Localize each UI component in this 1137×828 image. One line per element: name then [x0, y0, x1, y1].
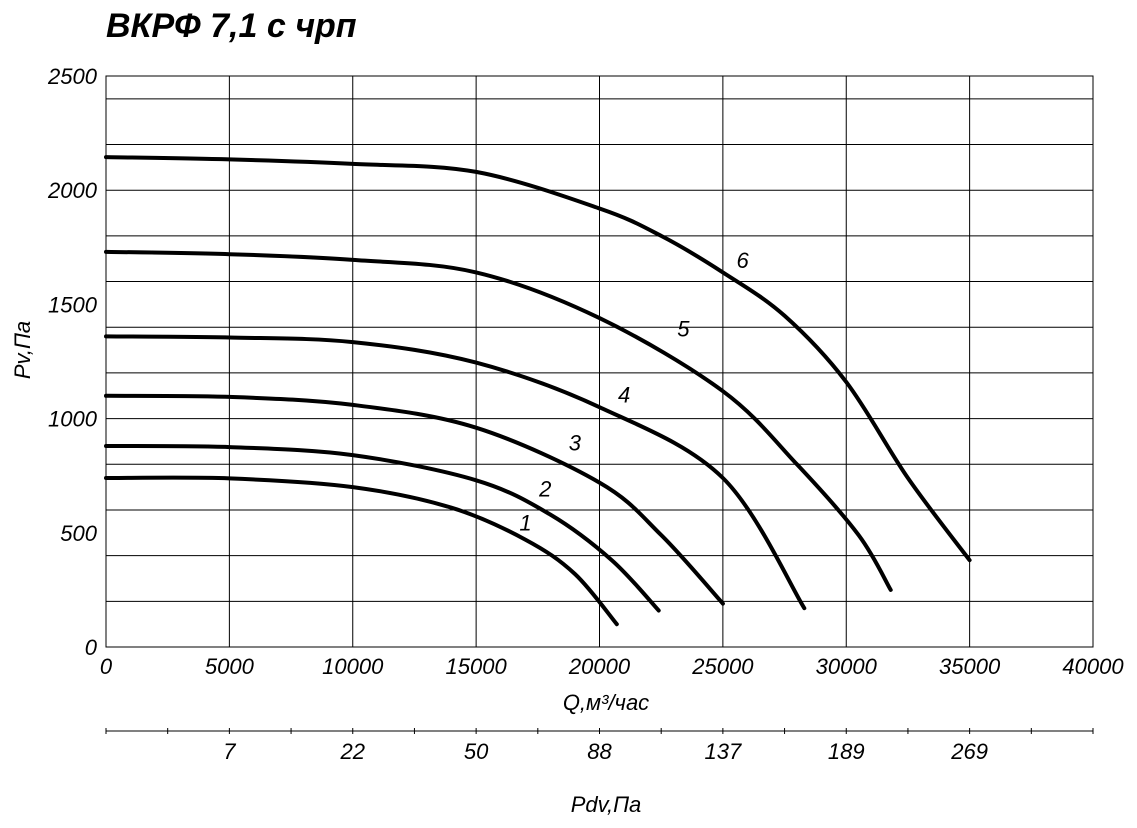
x-tick-label: 15000 [446, 654, 508, 679]
y-tick-label: 1500 [48, 292, 98, 317]
curves [104, 155, 972, 627]
y-axis-label: Pv,Па [10, 321, 35, 379]
y-tick-label: 2000 [47, 178, 98, 203]
chart-title: ВКРФ 7,1 с чрп [106, 7, 357, 45]
y-tick-labels: 0 500 1000 1500 2000 2500 [47, 64, 98, 660]
pdv-tick-label: 269 [950, 739, 988, 764]
curve-6 [104, 155, 972, 563]
x-tick-label: 40000 [1062, 654, 1124, 679]
pdv-axis-label: Pdv,Па [571, 792, 642, 817]
pdv-axis: 7 22 50 88 137 189 269 [105, 728, 1094, 764]
x-tick-label: 10000 [322, 654, 384, 679]
curve-4 [104, 334, 807, 611]
curve-label-2: 2 [538, 476, 551, 501]
x-tick-label: 25000 [691, 654, 754, 679]
x-axis-label: Q,м³/час [563, 690, 649, 715]
x-tick-label: 30000 [816, 654, 878, 679]
x-tick-label: 5000 [205, 654, 255, 679]
y-tick-label: 2500 [47, 64, 98, 89]
pdv-tick-label: 88 [587, 739, 612, 764]
curve-label-3: 3 [569, 431, 582, 456]
curve-labels: 123 4 5 6 [519, 248, 749, 536]
curve-label-5: 5 [677, 316, 690, 341]
x-tick-label: 35000 [939, 654, 1001, 679]
pdv-tick-label: 189 [828, 739, 865, 764]
curve-label-6: 6 [736, 248, 749, 273]
pdv-tick-label: 7 [223, 739, 236, 764]
x-tick-label: 20000 [568, 654, 631, 679]
pdv-tick-label: 50 [464, 739, 489, 764]
curve-label-4: 4 [618, 383, 630, 408]
curve-5 [104, 249, 893, 592]
x-tick-label: 0 [100, 654, 113, 679]
pdv-tick-label: 22 [340, 739, 365, 764]
y-tick-label: 0 [85, 635, 98, 660]
curve-1 [104, 475, 619, 627]
x-tick-labels: 0 5000 10000 15000 20000 25000 30000 35000 40000 [100, 654, 1124, 679]
y-tick-label: 1000 [48, 407, 98, 432]
curve-3 [104, 393, 725, 606]
curve-label-1: 1 [519, 511, 531, 536]
curve-2 [104, 444, 661, 613]
y-tick-label: 500 [60, 521, 97, 546]
pdv-tick-label: 137 [705, 739, 742, 764]
